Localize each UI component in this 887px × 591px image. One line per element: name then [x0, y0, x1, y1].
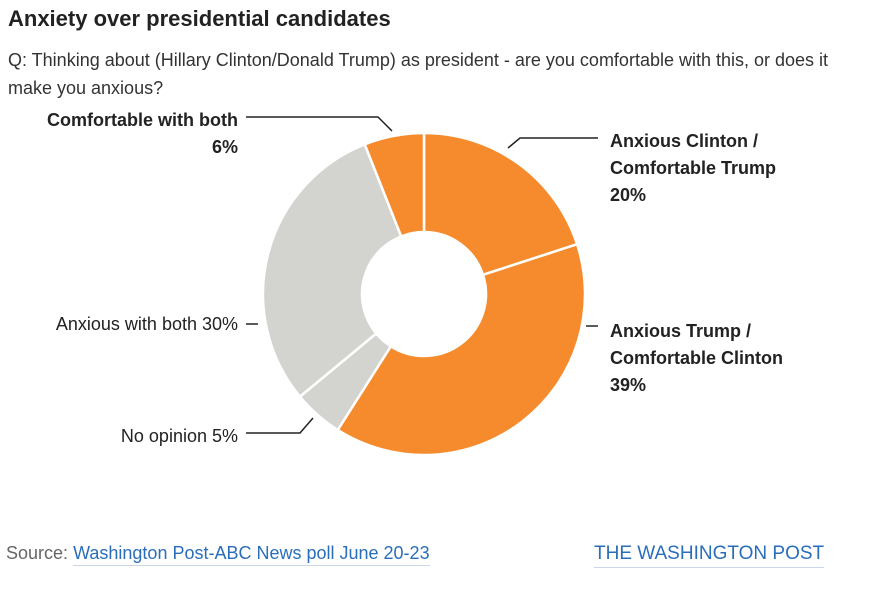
slice-label-line: Comfortable with both: [47, 110, 238, 130]
slice-label-line: Anxious Trump /: [610, 321, 751, 341]
source-link[interactable]: Washington Post-ABC News poll June 20-23: [73, 543, 430, 566]
slice-comfortable-with-both: [363, 131, 426, 238]
chart-title: Anxiety over presidential candidates: [8, 6, 391, 31]
brand-link[interactable]: THE WASHINGTON POST: [594, 543, 825, 568]
donut-chart: Anxious Clinton / Comfortable Trump 20%Anx…: [47, 110, 783, 457]
leader-line: [246, 116, 393, 132]
slice-label-line: 6%: [212, 137, 238, 157]
slice-label: Anxious Trump / Comfortable Clinton 39%: [610, 321, 783, 395]
slice-label-line: 20%: [610, 185, 646, 205]
slice-labels: Anxious Clinton / Comfortable Trump 20%Anx…: [47, 110, 783, 446]
label-leader-lines: [246, 116, 598, 434]
slice-anxious-clinton-comfortable-trump: [422, 131, 579, 277]
slice-label-line: Anxious Clinton /: [610, 131, 758, 151]
slice-label-line: Anxious with both 30%: [56, 314, 238, 334]
leader-line: [507, 137, 598, 149]
source-label: Source:: [6, 543, 69, 563]
slice-anxious-trump-comfortable-clinton: [336, 242, 587, 457]
slice-label: Comfortable with both 6%: [47, 110, 238, 157]
donut-slices: [261, 131, 587, 457]
slice-label: Anxious with both 30%: [56, 314, 238, 334]
leader-line: [246, 417, 314, 434]
slice-label-line: No opinion 5%: [121, 426, 238, 446]
slice-label-line: 39%: [610, 375, 646, 395]
source-line: Source: Washington Post-ABC News poll Ju…: [6, 543, 430, 566]
slice-label: Anxious Clinton / Comfortable Trump 20%: [610, 131, 776, 205]
slice-anxious-with-both: [261, 142, 403, 399]
slice-label: No opinion 5%: [121, 426, 238, 446]
slice-label-line: Comfortable Trump: [610, 158, 776, 178]
chart-subtitle: Q: Thinking about (Hillary Clinton/Donal…: [8, 50, 829, 98]
slice-label-line: Comfortable Clinton: [610, 348, 783, 368]
